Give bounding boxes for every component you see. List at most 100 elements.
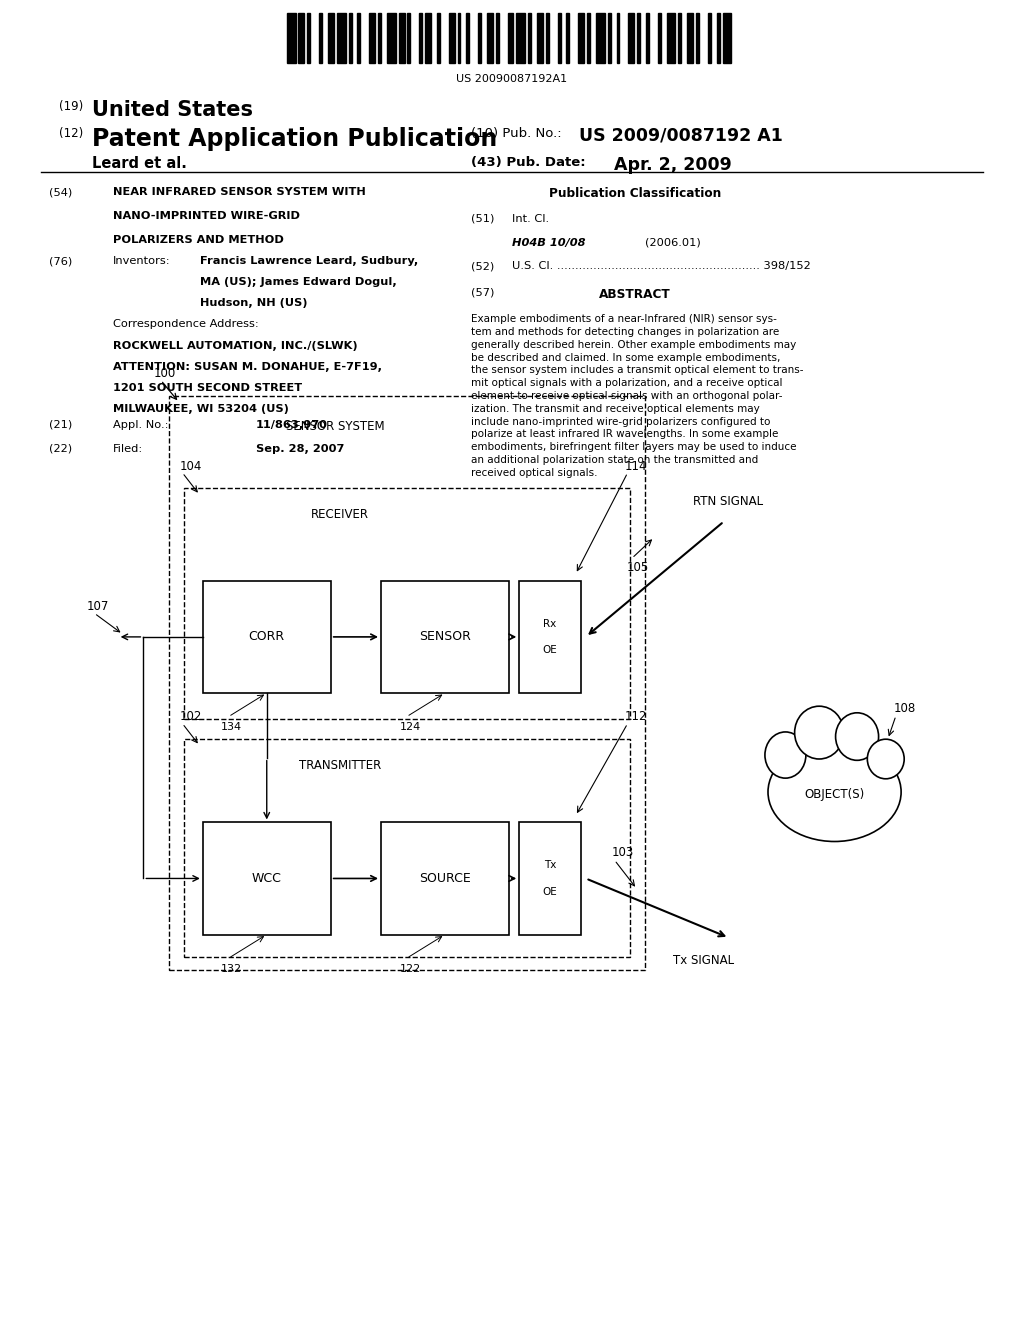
Bar <box>516 13 525 63</box>
Bar <box>478 13 481 63</box>
Text: TRANSMITTER: TRANSMITTER <box>299 759 381 772</box>
Bar <box>307 13 310 63</box>
Text: US 20090087192A1: US 20090087192A1 <box>457 74 567 84</box>
Text: (52): (52) <box>471 261 495 272</box>
Text: 103: 103 <box>611 846 634 859</box>
Text: (19): (19) <box>59 100 84 114</box>
Bar <box>466 13 469 63</box>
Text: 122: 122 <box>399 964 421 974</box>
Bar <box>496 13 499 63</box>
Text: MA (US); James Edward Dogul,: MA (US); James Edward Dogul, <box>200 277 396 288</box>
Text: Inventors:: Inventors: <box>113 256 170 267</box>
Ellipse shape <box>867 739 904 779</box>
Bar <box>587 13 590 63</box>
Text: U.S. Cl. ........................................................ 398/152: U.S. Cl. ...............................… <box>512 261 811 272</box>
Bar <box>184 488 630 719</box>
Text: Publication Classification: Publication Classification <box>549 187 721 201</box>
Text: OBJECT(S): OBJECT(S) <box>805 788 864 801</box>
Text: ATTENTION: SUSAN M. DONAHUE, E-7F19,: ATTENTION: SUSAN M. DONAHUE, E-7F19, <box>113 362 382 372</box>
Bar <box>387 13 395 63</box>
Bar <box>637 13 640 63</box>
Text: (76): (76) <box>49 256 73 267</box>
Text: United States: United States <box>92 100 253 120</box>
Bar <box>203 581 331 693</box>
Bar <box>646 13 649 63</box>
Bar <box>519 822 581 935</box>
Text: 124: 124 <box>399 722 421 733</box>
Text: 11/863,970: 11/863,970 <box>256 420 328 430</box>
Text: 112: 112 <box>625 710 647 723</box>
Text: 100: 100 <box>154 367 176 380</box>
Text: (10) Pub. No.:: (10) Pub. No.: <box>471 127 562 140</box>
Bar <box>607 13 610 63</box>
Bar <box>287 13 296 63</box>
Text: Tx SIGNAL: Tx SIGNAL <box>673 953 734 966</box>
Bar <box>419 13 422 63</box>
Bar <box>717 13 720 63</box>
Text: 114: 114 <box>625 459 647 473</box>
Text: Example embodiments of a near-Infrared (NIR) sensor sys-
tem and methods for det: Example embodiments of a near-Infrared (… <box>471 314 804 478</box>
Bar <box>558 13 560 63</box>
Text: Hudson, NH (US): Hudson, NH (US) <box>200 298 307 309</box>
Text: SENSOR: SENSOR <box>419 631 471 643</box>
Bar <box>566 13 569 63</box>
Text: CORR: CORR <box>249 631 285 643</box>
Text: NEAR INFRARED SENSOR SYSTEM WITH: NEAR INFRARED SENSOR SYSTEM WITH <box>113 187 366 198</box>
Bar <box>381 581 509 693</box>
Text: (21): (21) <box>49 420 73 430</box>
Bar <box>449 13 455 63</box>
Text: (2006.01): (2006.01) <box>645 238 700 248</box>
Bar <box>579 13 584 63</box>
Text: 1201 SOUTH SECOND STREET: 1201 SOUTH SECOND STREET <box>113 383 302 393</box>
Text: POLARIZERS AND METHOD: POLARIZERS AND METHOD <box>113 235 284 246</box>
Bar <box>319 13 323 63</box>
Bar <box>678 13 681 63</box>
Text: (57): (57) <box>471 288 495 298</box>
Bar <box>657 13 660 63</box>
Text: RTN SIGNAL: RTN SIGNAL <box>693 495 763 508</box>
Bar <box>357 13 360 63</box>
Text: Correspondence Address:: Correspondence Address: <box>113 319 258 330</box>
Text: Patent Application Publication: Patent Application Publication <box>92 127 498 150</box>
Bar <box>328 13 334 63</box>
Text: SOURCE: SOURCE <box>419 873 471 884</box>
Bar <box>425 13 431 63</box>
Ellipse shape <box>765 731 806 777</box>
Bar <box>687 13 693 63</box>
Bar <box>528 13 531 63</box>
Text: 134: 134 <box>221 722 243 733</box>
Text: 107: 107 <box>87 601 110 612</box>
Text: Francis Lawrence Leard, Sudbury,: Francis Lawrence Leard, Sudbury, <box>200 256 418 267</box>
Text: RECEIVER: RECEIVER <box>311 508 370 521</box>
Bar <box>370 13 375 63</box>
Text: Apr. 2, 2009: Apr. 2, 2009 <box>614 156 732 174</box>
Ellipse shape <box>795 706 844 759</box>
Text: 105: 105 <box>627 561 649 574</box>
Bar <box>458 13 461 63</box>
Bar <box>203 822 331 935</box>
Text: US 2009/0087192 A1: US 2009/0087192 A1 <box>579 127 782 145</box>
Bar <box>381 822 509 935</box>
Bar <box>629 13 634 63</box>
Bar <box>708 13 711 63</box>
Text: Int. Cl.: Int. Cl. <box>512 214 549 224</box>
Text: ROCKWELL AUTOMATION, INC./(SLWK): ROCKWELL AUTOMATION, INC./(SLWK) <box>113 341 357 351</box>
Text: (22): (22) <box>49 444 73 454</box>
Bar <box>299 13 304 63</box>
Bar <box>596 13 605 63</box>
Text: Tx: Tx <box>544 861 556 870</box>
Text: 108: 108 <box>894 702 916 715</box>
Bar <box>169 396 645 970</box>
Text: Filed:: Filed: <box>113 444 143 454</box>
Bar <box>398 13 404 63</box>
Bar <box>487 13 493 63</box>
Text: 104: 104 <box>179 459 202 473</box>
Text: WCC: WCC <box>252 873 282 884</box>
Text: OE: OE <box>543 645 557 655</box>
Bar <box>348 13 351 63</box>
Bar <box>546 13 549 63</box>
Bar <box>508 13 513 63</box>
Text: 102: 102 <box>179 710 202 723</box>
Bar <box>437 13 440 63</box>
Bar <box>184 739 630 957</box>
